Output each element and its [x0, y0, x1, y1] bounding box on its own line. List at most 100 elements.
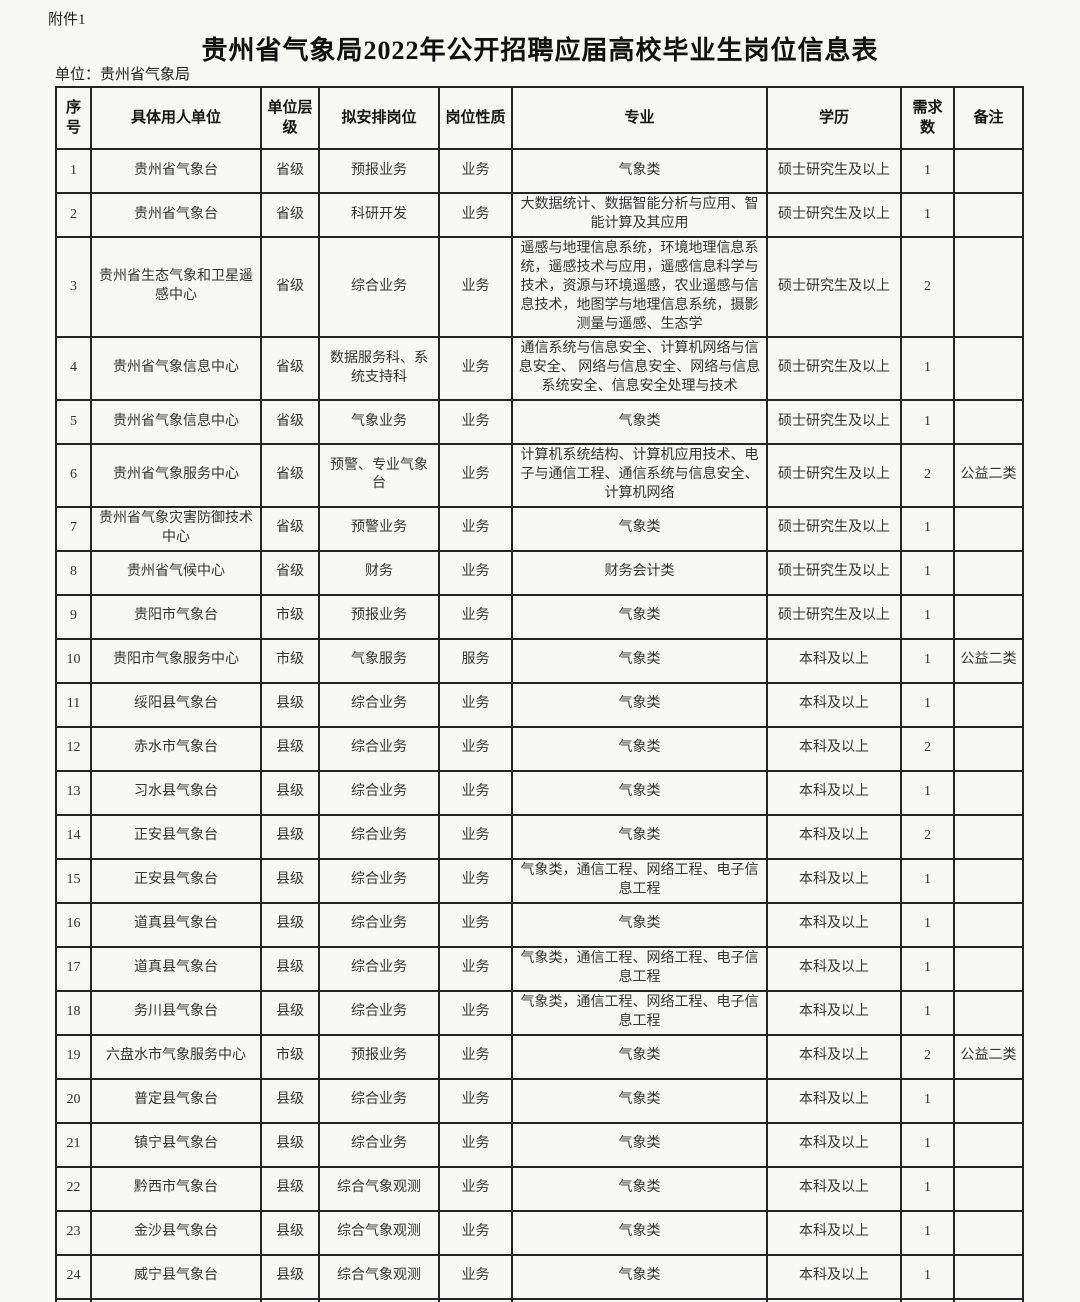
- cell-major: 气象类，通信工程、网络工程、电子信息工程: [511, 857, 768, 904]
- cell-education: 本科及以上: [766, 681, 902, 728]
- cell-education: 本科及以上: [766, 857, 902, 904]
- table-header-row: 序号 具体用人单位 单位层级 拟安排岗位 岗位性质 专业 学历 需求数 备注: [55, 86, 1024, 150]
- cell-major: 气象类: [511, 681, 768, 728]
- cell-position: 科研开发: [318, 192, 440, 238]
- cell-position: 综合业务: [318, 945, 440, 992]
- cell-index: 11: [55, 681, 92, 728]
- cell-position-type: 业务: [438, 505, 513, 552]
- cell-unit-level: 省级: [260, 399, 320, 446]
- cell-position-type: 业务: [438, 857, 513, 904]
- cell-demand-count: 1: [900, 857, 955, 904]
- cell-education: 硕士研究生及以上: [766, 505, 902, 552]
- cell-unit-level: 省级: [260, 549, 320, 596]
- cell-remark: [953, 857, 1024, 904]
- column-header-unit-level: 单位层级: [260, 86, 320, 150]
- cell-major: 气象类: [511, 769, 768, 816]
- cell-major: 气象类，通信工程、网络工程、电子信息工程: [511, 945, 768, 992]
- cell-index: 10: [55, 637, 92, 684]
- cell-education: 硕士研究生及以上: [766, 443, 902, 508]
- cell-major: 财务会计类: [511, 549, 768, 596]
- table-row: 7 贵州省气象灾害防御技术中心 省级 预警业务 业务 气象类 硕士研究生及以上 1: [55, 505, 1024, 552]
- cell-education: 本科及以上: [766, 989, 902, 1036]
- cell-position-type: 业务: [438, 901, 513, 948]
- cell-unit-level: 省级: [260, 443, 320, 508]
- column-header-major: 专业: [511, 86, 768, 150]
- table-row: 20 普定县气象台 县级 综合业务 业务 气象类 本科及以上 1: [55, 1077, 1024, 1124]
- cell-index: 22: [55, 1165, 92, 1212]
- table-row: 6 贵州省气象服务中心 省级 预警、专业气象台 业务 计算机系统结构、计算机应用技术、电子…: [55, 443, 1024, 508]
- cell-major: 气象类: [511, 399, 768, 446]
- attachment-label: 附件1: [48, 12, 86, 28]
- cell-position: 财务: [318, 549, 440, 596]
- cell-employer: 威宁县气象台: [90, 1253, 262, 1300]
- cell-position-type: 业务: [438, 1209, 513, 1256]
- cell-position-type: 业务: [438, 1253, 513, 1300]
- cell-demand-count: 1: [900, 1121, 955, 1168]
- cell-index: 3: [55, 235, 92, 339]
- cell-demand-count: 1: [900, 549, 955, 596]
- cell-major: 气象类: [511, 813, 768, 860]
- cell-position: 综合业务: [318, 1121, 440, 1168]
- cell-unit-level: 省级: [260, 148, 320, 194]
- cell-position-type: 业务: [438, 989, 513, 1036]
- cell-major: 气象类: [511, 1165, 768, 1212]
- cell-position-type: 业务: [438, 443, 513, 508]
- table-row: 22 黔西市气象台 县级 综合气象观测 业务 气象类 本科及以上 1: [55, 1165, 1024, 1212]
- cell-remark: 公益二类: [953, 443, 1024, 508]
- table-row: 11 绥阳县气象台 县级 综合业务 业务 气象类 本科及以上 1: [55, 681, 1024, 728]
- cell-index: 15: [55, 857, 92, 904]
- column-header-position: 拟安排岗位: [318, 86, 440, 150]
- cell-remark: [953, 399, 1024, 446]
- cell-unit-level: 县级: [260, 1077, 320, 1124]
- table-body: 1 贵州省气象台 省级 预报业务 业务 气象类 硕士研究生及以上 1 2 贵州省气象台 省级 科研开发…: [55, 148, 1024, 1302]
- cell-remark: [953, 1077, 1024, 1124]
- cell-unit-level: 县级: [260, 769, 320, 816]
- cell-remark: [953, 725, 1024, 772]
- cell-index: 12: [55, 725, 92, 772]
- cell-major: 气象类: [511, 1033, 768, 1080]
- cell-position-type: 业务: [438, 1121, 513, 1168]
- cell-position: 综合业务: [318, 725, 440, 772]
- table-row: 1 贵州省气象台 省级 预报业务 业务 气象类 硕士研究生及以上 1: [55, 148, 1024, 194]
- cell-position-type: 业务: [438, 192, 513, 238]
- cell-remark: [953, 945, 1024, 992]
- cell-index: 1: [55, 148, 92, 194]
- cell-demand-count: 2: [900, 235, 955, 339]
- cell-position-type: 业务: [438, 1077, 513, 1124]
- cell-position: 预报业务: [318, 148, 440, 194]
- column-header-position-type: 岗位性质: [438, 86, 513, 150]
- cell-employer: 金沙县气象台: [90, 1209, 262, 1256]
- cell-employer: 道真县气象台: [90, 901, 262, 948]
- table-row: 10 贵阳市气象服务中心 市级 气象服务 服务 气象类 本科及以上 1 公益二类: [55, 637, 1024, 684]
- cell-position-type: 业务: [438, 336, 513, 402]
- cell-unit-level: 县级: [260, 945, 320, 992]
- cell-demand-count: 1: [900, 336, 955, 402]
- cell-index: 2: [55, 192, 92, 238]
- cell-remark: [953, 1121, 1024, 1168]
- cell-major: 遥感与地理信息系统，环境地理信息系统，遥感技术与应用，遥感信息科学与技术，资源与…: [511, 235, 768, 339]
- cell-index: 5: [55, 399, 92, 446]
- cell-employer: 铜仁市气象台: [90, 1297, 262, 1302]
- cell-major: 气象类: [511, 148, 768, 194]
- cell-position-type: 业务: [438, 399, 513, 446]
- cell-index: 17: [55, 945, 92, 992]
- cell-position: 综合业务: [318, 681, 440, 728]
- unit-label: 单位：贵州省气象局: [55, 67, 191, 83]
- cell-employer: 绥阳县气象台: [90, 681, 262, 728]
- cell-position: 气象业务: [318, 399, 440, 446]
- cell-position: 综合业务: [318, 1077, 440, 1124]
- cell-demand-count: 1: [900, 1297, 955, 1302]
- cell-unit-level: 县级: [260, 857, 320, 904]
- cell-demand-count: 1: [900, 1165, 955, 1212]
- cell-employer: 贵州省气候中心: [90, 549, 262, 596]
- cell-position: 综合业务: [318, 989, 440, 1036]
- cell-position-type: 业务: [438, 813, 513, 860]
- cell-employer: 普定县气象台: [90, 1077, 262, 1124]
- cell-education: 本科及以上: [766, 1033, 902, 1080]
- table-row: 16 道真县气象台 县级 综合业务 业务 气象类 本科及以上 1: [55, 901, 1024, 948]
- cell-demand-count: 1: [900, 945, 955, 992]
- cell-unit-level: 省级: [260, 235, 320, 339]
- cell-education: 本科及以上: [766, 1077, 902, 1124]
- cell-education: 本科及以上: [766, 1209, 902, 1256]
- cell-major: 气象类: [511, 1297, 768, 1302]
